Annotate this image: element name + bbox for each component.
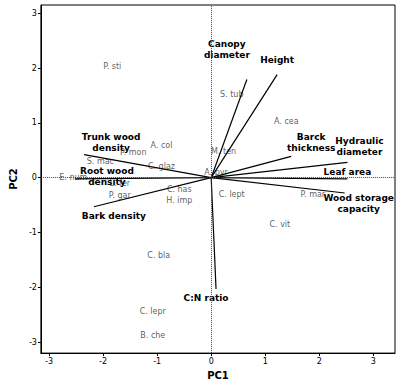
svg-text:2: 2 [32, 64, 37, 73]
svg-text:2: 2 [317, 357, 322, 366]
svg-text:C. has: C. has [166, 184, 192, 194]
svg-text:A. cea: A. cea [274, 117, 299, 126]
svg-text:S. tub: S. tub [220, 90, 244, 100]
svg-text:Bark density: Bark density [82, 211, 146, 221]
svg-text:0: 0 [32, 173, 37, 182]
svg-text:PC1: PC1 [207, 370, 229, 381]
svg-text:-3: -3 [29, 338, 37, 347]
svg-text:C. glaz: C. glaz [148, 162, 175, 171]
svg-text:-2: -2 [29, 283, 37, 292]
svg-text:H. imp: H. imp [166, 196, 192, 205]
svg-text:C. lept: C. lept [219, 190, 245, 199]
svg-text:0: 0 [209, 357, 214, 366]
svg-text:Root wood: Root wood [80, 166, 134, 176]
svg-text:A. col: A. col [150, 141, 172, 150]
svg-text:Barck: Barck [297, 132, 327, 142]
svg-text:-2: -2 [99, 357, 107, 366]
svg-text:C. lepr: C. lepr [140, 307, 167, 316]
svg-text:capacity: capacity [337, 204, 380, 214]
svg-text:M. ten: M. ten [211, 147, 236, 156]
svg-text:diameter: diameter [204, 50, 250, 60]
svg-text:diameter: diameter [336, 147, 382, 157]
svg-text:Wood storage: Wood storage [323, 193, 393, 203]
svg-text:3: 3 [32, 9, 37, 18]
svg-text:Hydraulic: Hydraulic [335, 136, 383, 146]
svg-text:P. sti: P. sti [103, 62, 121, 71]
svg-text:-3: -3 [45, 357, 53, 366]
svg-text:P. mar: P. mar [300, 189, 326, 199]
svg-text:P. mon: P. mon [120, 148, 147, 157]
svg-text:density: density [92, 143, 130, 153]
svg-text:-1: -1 [153, 357, 161, 366]
svg-text:3: 3 [371, 357, 376, 366]
svg-text:1: 1 [263, 357, 268, 366]
svg-text:S. mac: S. mac [86, 156, 114, 166]
svg-text:Leaf area: Leaf area [324, 167, 372, 177]
svg-text:C. bla: C. bla [147, 251, 170, 260]
svg-text:C:N ratio: C:N ratio [184, 293, 229, 303]
svg-text:C. vit: C. vit [269, 220, 290, 229]
svg-text:PC2: PC2 [8, 168, 19, 190]
svg-text:A. pyr: A. pyr [204, 168, 228, 178]
svg-text:Trunk wood: Trunk wood [82, 132, 141, 142]
svg-text:B. che: B. che [140, 331, 165, 340]
svg-text:1: 1 [32, 118, 37, 127]
svg-text:thickness: thickness [287, 143, 335, 153]
svg-text:P. gar: P. gar [109, 191, 132, 200]
svg-text:-1: -1 [29, 228, 37, 237]
svg-text:Height: Height [260, 55, 295, 65]
svg-text:density: density [88, 177, 126, 187]
svg-text:Canopy: Canopy [208, 39, 246, 49]
